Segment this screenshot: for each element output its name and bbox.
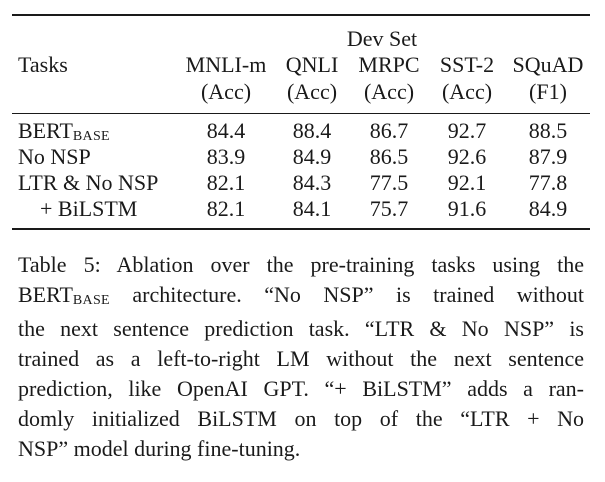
- dev-set-header: Dev Set: [346, 26, 418, 51]
- col-header-sst2: SST-2: [439, 52, 495, 77]
- row-label-subscript: BASE: [72, 129, 110, 144]
- table-mid-rule: [12, 113, 590, 114]
- caption-line-3: the next sentence prediction task. “LTR …: [18, 316, 584, 341]
- cell-r2-qnli: 84.9: [292, 144, 332, 169]
- cell-r3-squad: 77.8: [528, 170, 568, 195]
- row-label-text: BERT: [18, 118, 73, 143]
- caption-line-6: domly initialized BiLSTM on top of the “…: [18, 406, 584, 431]
- cell-r1-mnli: 84.4: [206, 118, 246, 143]
- cell-r3-mnli: 82.1: [206, 170, 246, 195]
- cell-r4-mrpc: 75.7: [369, 196, 409, 221]
- cell-r4-squad: 84.9: [528, 196, 568, 221]
- cell-r3-mrpc: 77.5: [369, 170, 409, 195]
- tasks-header: Tasks: [18, 52, 68, 77]
- cell-r3-sst2: 92.1: [447, 170, 487, 195]
- cell-r1-mrpc: 86.7: [369, 118, 409, 143]
- col-metric-sst2: (Acc): [441, 79, 493, 104]
- caption-bert-subscript: BASE: [72, 293, 110, 308]
- row-label-no-nsp: No NSP: [18, 144, 91, 169]
- col-metric-mnli: (Acc): [200, 79, 252, 104]
- caption-line-2: BERTBASE architecture. “No NSP” is train…: [18, 280, 584, 314]
- cell-r2-squad: 87.9: [528, 144, 568, 169]
- row-label-ltr-no-nsp: LTR & No NSP: [18, 170, 159, 195]
- row-label-bert-base: BERTBASE: [18, 118, 110, 148]
- cell-r4-qnli: 84.1: [292, 196, 332, 221]
- table-top-rule: [12, 14, 590, 16]
- col-header-mrpc: MRPC: [358, 52, 420, 77]
- col-header-squad: SQuAD: [512, 52, 584, 77]
- col-metric-qnli: (Acc): [286, 79, 338, 104]
- cell-r2-mrpc: 86.5: [369, 144, 409, 169]
- caption-line-5: prediction, like OpenAI GPT. “+ BiLSTM” …: [18, 376, 584, 401]
- col-metric-mrpc: (Acc): [363, 79, 415, 104]
- caption-bert: BERT: [18, 282, 73, 307]
- cell-r4-mnli: 82.1: [206, 196, 246, 221]
- table-bottom-rule: [12, 228, 590, 230]
- cell-r4-sst2: 91.6: [447, 196, 487, 221]
- table-caption: Table 5: Ablation over the pre-training …: [18, 250, 584, 464]
- caption-line-2-rest: architecture. “No NSP” is trained withou…: [109, 282, 584, 307]
- caption-line-7: NSP” model during fine-tuning.: [18, 436, 301, 461]
- row-label-bilstm: + BiLSTM: [40, 196, 138, 221]
- cell-r1-sst2: 92.7: [447, 118, 487, 143]
- cell-r3-qnli: 84.3: [292, 170, 332, 195]
- col-header-qnli: QNLI: [285, 52, 339, 77]
- col-header-mnli: MNLI-m: [185, 52, 267, 77]
- caption-line-4: trained as a left-to-right LM without th…: [18, 346, 584, 371]
- cell-r1-squad: 88.5: [528, 118, 568, 143]
- cell-r1-qnli: 88.4: [292, 118, 332, 143]
- cell-r2-sst2: 92.6: [447, 144, 487, 169]
- cell-r2-mnli: 83.9: [206, 144, 246, 169]
- col-metric-squad: (F1): [529, 79, 567, 104]
- caption-line-1: Table 5: Ablation over the pre-training …: [18, 252, 584, 277]
